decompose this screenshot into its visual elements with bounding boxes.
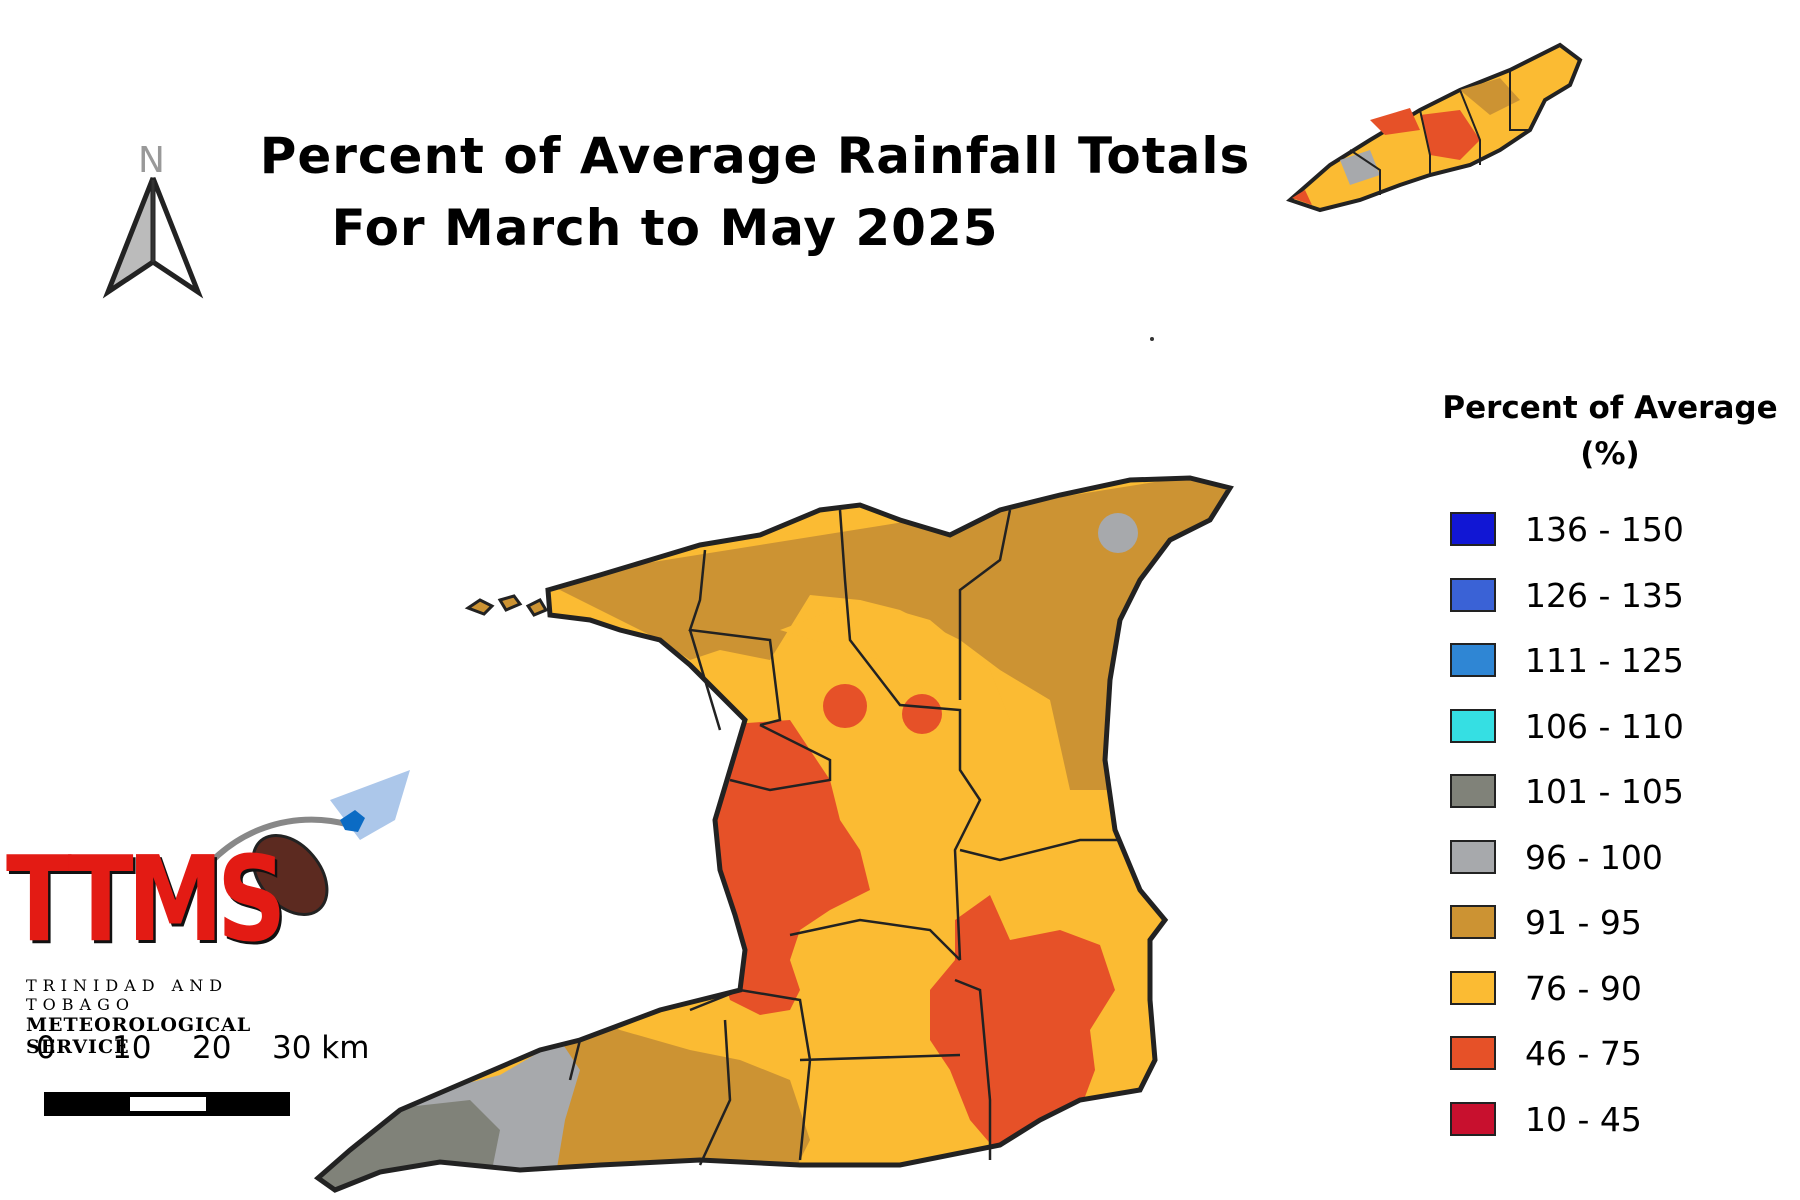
legend-swatch: [1450, 905, 1496, 939]
north-arrow-letter: N: [138, 140, 165, 181]
ttms-logo-graphic: [187, 770, 410, 916]
legend-item: 126 - 135: [1450, 576, 1770, 616]
legend-label: 76 - 90: [1525, 968, 1642, 1008]
title-line-2: For March to May 2025: [331, 199, 999, 257]
legend-title-line-1: Percent of Average: [1442, 390, 1778, 426]
legend-item: 96 - 100: [1450, 838, 1770, 878]
legend-item: 46 - 75: [1450, 1034, 1770, 1074]
scale-bar-segment: [130, 1097, 206, 1111]
legend-item: 101 - 105: [1450, 772, 1770, 812]
legend-item: 136 - 150: [1450, 510, 1770, 550]
legend-label: 136 - 150: [1525, 510, 1684, 549]
legend-swatch: [1450, 643, 1496, 677]
legend-title: Percent of Average (%): [1440, 385, 1780, 477]
ttms-subtitle-line-1: TRINIDAD AND TOBAGO: [26, 976, 229, 1014]
ttms-subtitle: TRINIDAD AND TOBAGO METEOROLOGICAL SERVI…: [26, 976, 336, 1058]
scale-label-0: 0: [36, 1030, 56, 1066]
map-title: Percent of Average Rainfall Totals For M…: [230, 120, 1280, 264]
legend-label: 101 - 105: [1525, 772, 1684, 811]
scale-bar-labels: 0 10 20 30 km: [36, 1030, 376, 1070]
legend-label: 111 - 125: [1525, 641, 1684, 680]
legend-swatch: [1450, 839, 1496, 874]
legend-label: 91 - 95: [1525, 903, 1642, 942]
legend-item: 91 - 95: [1450, 903, 1770, 943]
legend-item: 106 - 110: [1450, 707, 1770, 747]
title-line-1: Percent of Average Rainfall Totals: [259, 127, 1251, 185]
scale-label-10: 10: [112, 1030, 152, 1066]
legend-swatch: [1450, 1101, 1496, 1136]
legend-swatch: [1450, 774, 1496, 808]
legend-swatch: [1450, 708, 1496, 743]
legend-swatch: [1450, 1036, 1496, 1070]
legend-label: 10 - 45: [1525, 1099, 1642, 1139]
scale-bar: [44, 1092, 290, 1116]
legend-item: 76 - 90: [1450, 969, 1770, 1009]
scale-label-20: 20: [192, 1030, 232, 1066]
ttms-wordmark: TTMS: [6, 830, 287, 968]
legend-item: 111 - 125: [1450, 641, 1770, 681]
legend-label: 106 - 110: [1525, 706, 1684, 746]
legend-label: 46 - 75: [1525, 1034, 1642, 1073]
ttms-subtitle-line-2: METEOROLOGICAL SERVICE: [26, 1014, 252, 1058]
legend-label: 96 - 100: [1525, 837, 1663, 877]
legend-title-line-2: (%): [1580, 436, 1640, 472]
scale-label-30km: 30 km: [272, 1030, 370, 1066]
north-arrow-icon: [102, 177, 204, 299]
legend-item: 10 - 45: [1450, 1100, 1770, 1140]
legend-swatch: [1450, 512, 1496, 546]
legend-swatch: [1450, 577, 1496, 612]
legend-swatch: [1450, 970, 1496, 1005]
legend-label: 126 - 135: [1525, 575, 1684, 615]
